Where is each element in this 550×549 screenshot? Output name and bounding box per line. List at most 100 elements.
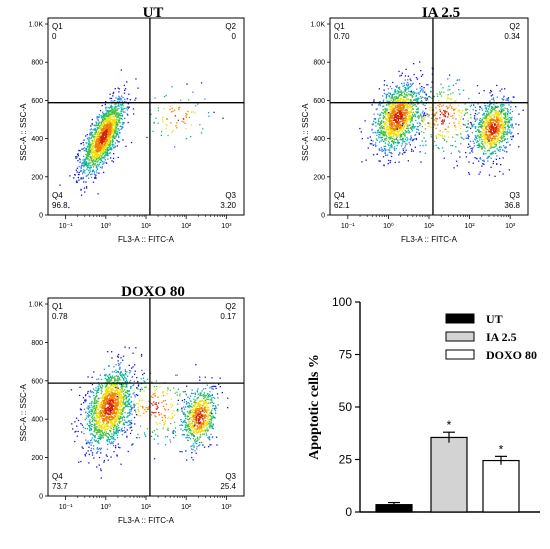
event-dot <box>95 387 97 389</box>
event-dot <box>411 128 413 130</box>
quadrant-name: Q2 <box>509 22 520 31</box>
event-dot <box>111 148 113 150</box>
event-dot <box>404 135 406 137</box>
event-dot <box>433 114 435 116</box>
event-dot <box>101 426 103 428</box>
event-dot <box>397 109 399 111</box>
event-dot <box>397 119 400 121</box>
event-dot <box>501 132 504 134</box>
event-dot <box>97 389 99 391</box>
event-dot <box>109 131 112 134</box>
event-dot <box>488 124 490 126</box>
event-dot <box>108 411 110 413</box>
event-dot <box>387 125 389 127</box>
event-dot <box>111 106 113 108</box>
event-dot <box>98 143 100 145</box>
event-dot <box>86 146 88 148</box>
event-dot <box>424 116 426 118</box>
event-dot <box>88 453 90 456</box>
event-dot <box>481 148 483 150</box>
event-dot <box>396 125 398 127</box>
event-dot <box>91 156 93 158</box>
event-dot <box>86 137 89 139</box>
x-tick-label: 10⁻¹ <box>59 223 73 230</box>
event-dot <box>489 111 491 113</box>
event-dot <box>106 142 108 144</box>
event-dot <box>383 99 385 101</box>
event-dot <box>127 106 129 108</box>
quadrant-name: Q2 <box>225 22 236 31</box>
event-dot <box>120 95 123 97</box>
y-axis-label: SSC-A :: SSC-A <box>19 103 28 161</box>
event-dot <box>479 145 481 147</box>
y-tick-label: 1.0K <box>311 22 326 29</box>
event-dot <box>506 125 509 127</box>
event-dot <box>380 131 382 133</box>
event-dot <box>407 103 410 105</box>
event-dot <box>85 162 87 164</box>
event-dot <box>95 161 97 163</box>
event-dot <box>77 430 79 433</box>
event-dot <box>104 150 106 152</box>
event-dot <box>392 128 394 130</box>
event-dot <box>402 133 404 135</box>
event-dot <box>392 99 395 101</box>
event-dot <box>390 107 392 109</box>
event-dot <box>372 144 374 146</box>
event-dot <box>91 151 93 153</box>
event-dot <box>504 133 506 135</box>
event-dot <box>507 110 509 112</box>
event-dot <box>104 153 107 156</box>
event-dot <box>109 407 112 409</box>
event-dot <box>121 395 123 397</box>
event-dot <box>98 157 100 159</box>
event-dot <box>114 121 116 124</box>
event-dot <box>486 145 488 147</box>
event-dot <box>361 137 363 140</box>
event-dot <box>167 134 169 137</box>
event-dot <box>110 127 112 129</box>
event-dot <box>128 420 130 422</box>
event-dot <box>112 136 114 138</box>
event-dot <box>102 141 104 143</box>
event-dot <box>394 146 396 148</box>
event-dot <box>118 98 120 101</box>
event-dot <box>402 117 404 120</box>
event-dot <box>496 120 499 122</box>
event-dot <box>493 136 496 138</box>
event-dot <box>385 124 387 126</box>
event-dot <box>112 137 114 139</box>
event-dot <box>421 140 423 142</box>
event-dot <box>403 105 405 107</box>
event-dot <box>401 118 403 121</box>
event-dot <box>478 144 480 146</box>
event-dot <box>102 150 104 153</box>
event-dot <box>390 155 393 158</box>
event-dot <box>94 131 97 133</box>
event-dot <box>419 87 421 89</box>
event-dot <box>386 126 388 129</box>
event-dot <box>479 123 481 126</box>
event-dot <box>494 150 496 152</box>
event-dot <box>114 110 116 112</box>
event-dot <box>122 415 124 417</box>
event-dot <box>103 131 105 133</box>
event-dot <box>393 132 395 135</box>
event-dot <box>383 145 385 148</box>
event-dot <box>487 117 489 120</box>
event-dot <box>92 154 94 156</box>
event-dot <box>199 124 201 126</box>
event-dot <box>461 116 463 118</box>
event-dot <box>404 129 406 131</box>
event-dot <box>108 129 110 132</box>
event-dot <box>95 154 98 156</box>
event-dot <box>445 128 447 130</box>
event-dot <box>450 115 452 117</box>
event-dot <box>400 120 402 122</box>
event-dot <box>423 113 425 115</box>
event-dot <box>100 115 102 117</box>
event-dot <box>503 135 506 137</box>
event-dot <box>500 117 502 119</box>
event-dot <box>380 140 382 142</box>
event-dot <box>108 135 110 138</box>
